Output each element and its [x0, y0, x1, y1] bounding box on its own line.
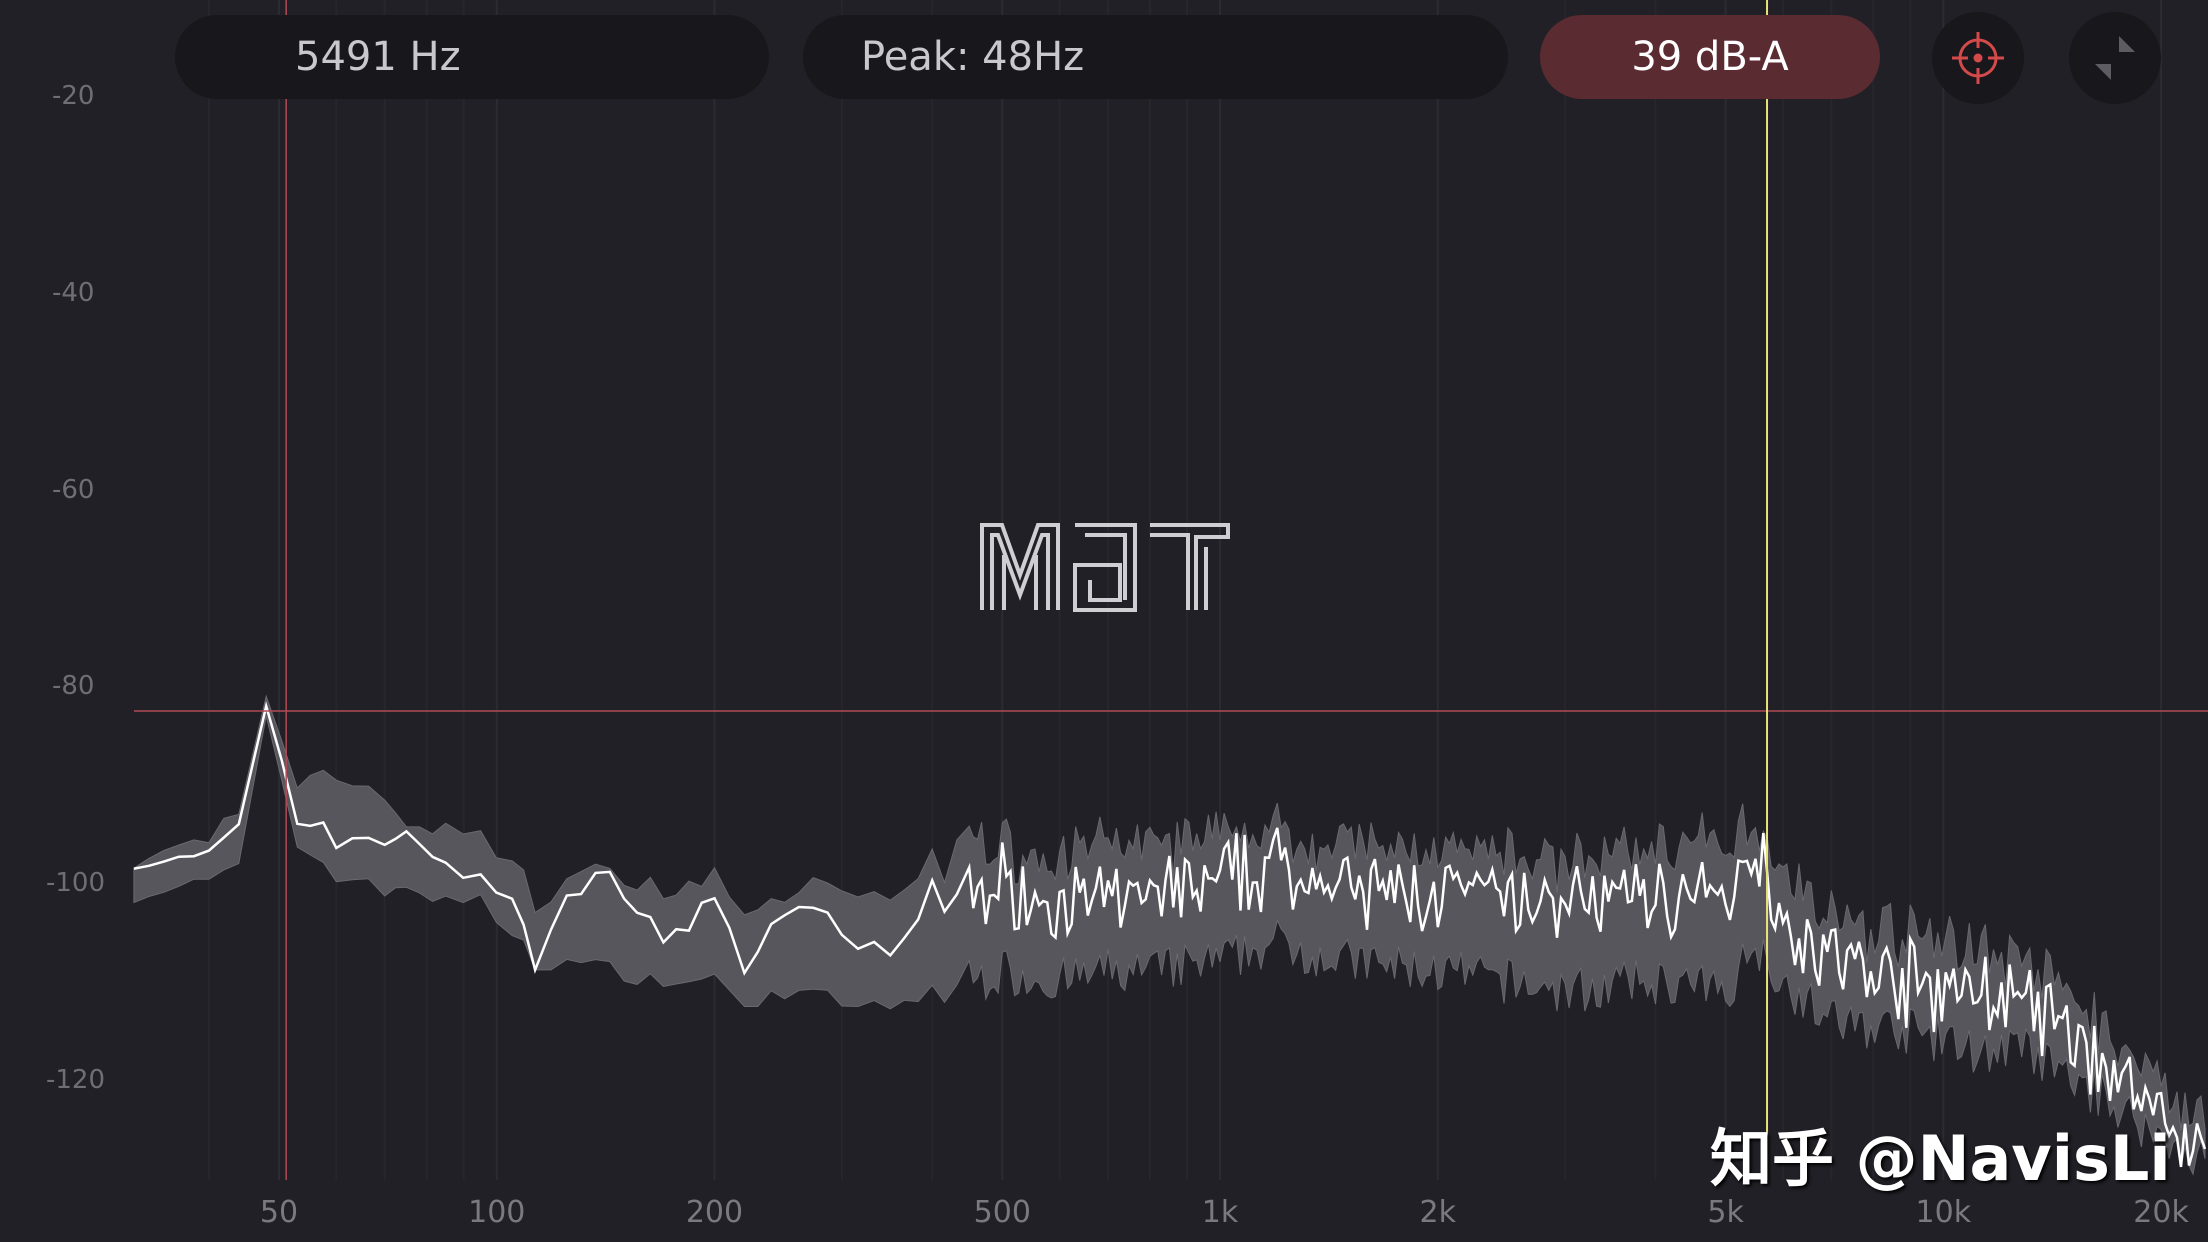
x-tick-label: 5k — [1707, 1195, 1744, 1230]
y-tick-label: -80 — [52, 671, 95, 702]
peak-frequency-text: Peak: 48Hz — [861, 34, 1085, 80]
y-tick-label: -120 — [46, 1065, 106, 1095]
sound-level-button[interactable]: 39 dB-A — [1540, 15, 1880, 99]
x-tick-label: 100 — [468, 1195, 526, 1230]
x-tick-label: 2k — [1419, 1195, 1456, 1230]
fullscreen-toggle-button[interactable] — [2069, 12, 2161, 104]
cursor-frequency-display[interactable]: 5491 Hz — [175, 15, 769, 99]
mdt-logo — [980, 520, 1230, 619]
y-tick-label: -100 — [46, 868, 106, 899]
spectrum-min-max-band — [133, 694, 2206, 1176]
x-tick-label: 1k — [1201, 1195, 1239, 1230]
y-tick-label: -40 — [52, 277, 95, 308]
x-tick-label: 50 — [259, 1195, 299, 1230]
x-tick-label: 10k — [1915, 1195, 1972, 1230]
spectrum-average-line — [133, 701, 2207, 1168]
sound-level-text: 39 dB-A — [1631, 34, 1789, 80]
x-tick-label: 200 — [685, 1195, 744, 1230]
y-tick-label: -60 — [52, 474, 95, 505]
crosshair-target-icon — [1952, 32, 2004, 84]
x-tick-label: 500 — [973, 1195, 1031, 1230]
watermark: 知乎 @NavisLi — [1710, 1122, 2171, 1195]
cursor-frequency-text: 5491 Hz — [295, 34, 461, 80]
x-tick-label: 20k — [2133, 1195, 2189, 1230]
target-button[interactable] — [1932, 12, 2024, 104]
y-tick-label: -20 — [52, 81, 95, 111]
peak-frequency-display[interactable]: Peak: 48Hz — [803, 15, 1508, 99]
collapse-arrows-icon — [2095, 36, 2135, 80]
